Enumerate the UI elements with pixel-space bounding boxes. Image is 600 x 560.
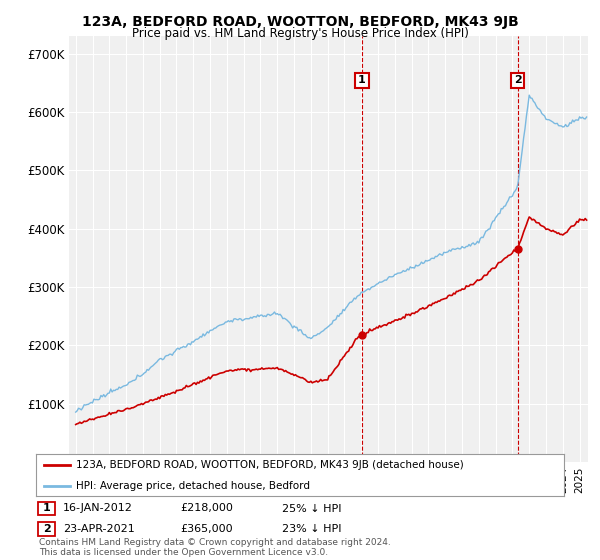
Text: 25% ↓ HPI: 25% ↓ HPI — [282, 503, 341, 514]
Text: 2: 2 — [514, 76, 521, 86]
Text: 16-JAN-2012: 16-JAN-2012 — [63, 503, 133, 514]
Text: HPI: Average price, detached house, Bedford: HPI: Average price, detached house, Bedf… — [76, 482, 310, 491]
Text: Price paid vs. HM Land Registry's House Price Index (HPI): Price paid vs. HM Land Registry's House … — [131, 27, 469, 40]
Text: £365,000: £365,000 — [180, 524, 233, 534]
Text: 123A, BEDFORD ROAD, WOOTTON, BEDFORD, MK43 9JB: 123A, BEDFORD ROAD, WOOTTON, BEDFORD, MK… — [82, 15, 518, 29]
Text: 2: 2 — [43, 524, 50, 534]
Text: Contains HM Land Registry data © Crown copyright and database right 2024.
This d: Contains HM Land Registry data © Crown c… — [39, 538, 391, 557]
Text: £218,000: £218,000 — [180, 503, 233, 514]
Text: 123A, BEDFORD ROAD, WOOTTON, BEDFORD, MK43 9JB (detached house): 123A, BEDFORD ROAD, WOOTTON, BEDFORD, MK… — [76, 460, 463, 470]
Text: 1: 1 — [358, 76, 366, 86]
Text: 1: 1 — [43, 503, 50, 514]
Text: 23-APR-2021: 23-APR-2021 — [63, 524, 135, 534]
Text: 23% ↓ HPI: 23% ↓ HPI — [282, 524, 341, 534]
